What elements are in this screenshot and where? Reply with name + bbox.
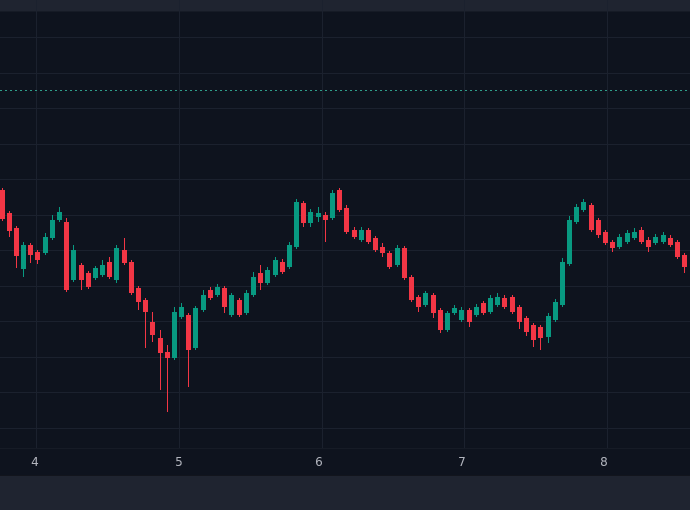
top-pane-strip	[0, 0, 690, 12]
v-gridline	[35, 0, 37, 463]
h-gridline	[0, 285, 690, 287]
v-gridline	[606, 0, 608, 463]
h-gridline	[0, 143, 690, 145]
v-gridline	[464, 0, 465, 463]
time-axis-label: 7	[458, 455, 466, 469]
h-gridline	[0, 179, 690, 180]
candlestick-chart-canvas[interactable]	[0, 0, 690, 463]
h-gridline	[0, 108, 690, 109]
time-axis-label: 4	[31, 455, 39, 469]
h-gridline	[0, 250, 690, 251]
h-gridline	[0, 37, 690, 38]
h-gridline	[0, 321, 690, 322]
h-gridline	[0, 392, 690, 393]
v-gridline	[321, 0, 323, 463]
time-axis[interactable]: 4 5 6 7 8	[0, 448, 690, 476]
bottom-toolbar-strip	[0, 475, 690, 510]
time-axis-label: 8	[600, 455, 608, 469]
v-gridline	[179, 0, 180, 463]
time-axis-label: 5	[175, 455, 183, 469]
h-gridline	[0, 427, 690, 429]
h-gridline	[0, 356, 690, 358]
dotted-price-line[interactable]	[0, 90, 690, 91]
h-gridline	[0, 72, 690, 74]
time-axis-label: 6	[315, 455, 323, 469]
